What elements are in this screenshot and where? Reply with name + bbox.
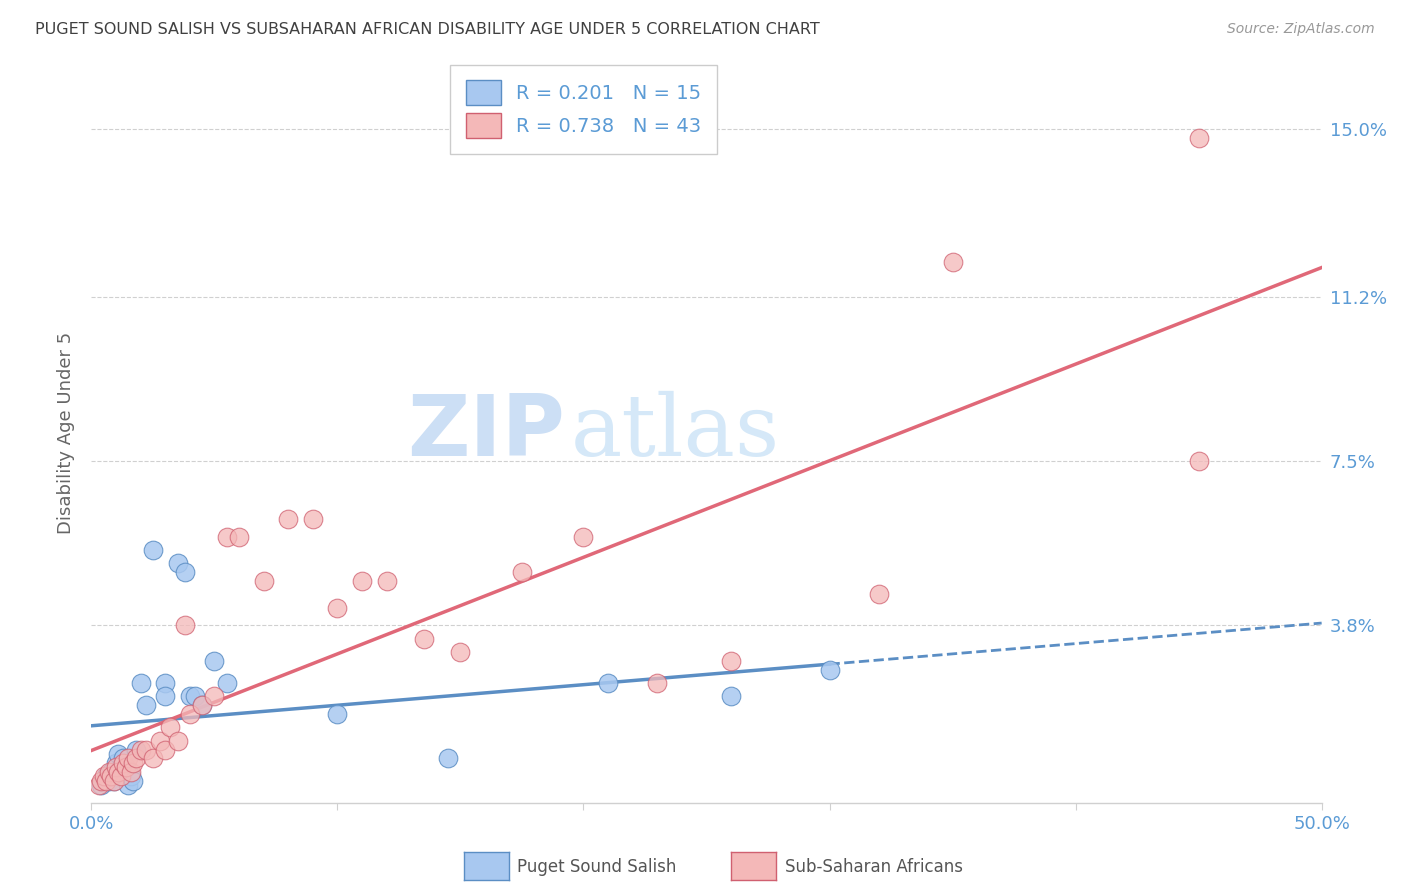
Point <box>412 632 434 646</box>
Point <box>122 756 145 770</box>
Point <box>277 512 299 526</box>
Point <box>191 698 214 713</box>
Point <box>117 778 139 792</box>
Point <box>179 690 201 704</box>
Point <box>179 707 201 722</box>
Point <box>96 769 117 783</box>
Point <box>93 769 115 783</box>
Point <box>112 756 135 770</box>
Text: Sub-Saharan Africans: Sub-Saharan Africans <box>785 858 963 876</box>
Point <box>720 690 742 704</box>
Point <box>253 574 276 588</box>
Point <box>100 764 122 779</box>
Point <box>326 707 349 722</box>
Point <box>202 654 225 668</box>
Legend: R = 0.201   N = 15, R = 0.738   N = 43: R = 0.201 N = 15, R = 0.738 N = 43 <box>450 65 717 153</box>
Point <box>153 742 177 756</box>
Point <box>107 747 129 761</box>
Point <box>120 764 142 779</box>
Point <box>818 663 841 677</box>
Point <box>117 751 139 765</box>
Point <box>375 574 398 588</box>
Point <box>142 543 165 558</box>
Point <box>97 773 120 788</box>
Point <box>941 255 963 269</box>
Point <box>166 733 188 747</box>
Point <box>129 742 152 756</box>
Point <box>107 764 129 779</box>
Point <box>215 676 238 690</box>
Point <box>96 773 117 788</box>
Point <box>645 676 669 690</box>
Point <box>166 557 188 571</box>
Point <box>326 600 349 615</box>
Point <box>124 751 146 765</box>
Point <box>174 618 197 632</box>
Point <box>97 764 120 779</box>
Point <box>90 778 112 792</box>
Text: Source: ZipAtlas.com: Source: ZipAtlas.com <box>1227 22 1375 37</box>
Point <box>301 512 323 526</box>
Point <box>174 566 197 580</box>
Point <box>153 690 177 704</box>
Point <box>228 530 250 544</box>
Point <box>135 742 156 756</box>
Point <box>159 721 181 735</box>
Point <box>135 698 156 713</box>
Point <box>1187 454 1209 468</box>
Point <box>87 778 110 792</box>
Point <box>202 690 225 704</box>
Point <box>122 773 145 788</box>
Point <box>149 733 172 747</box>
Point <box>191 698 214 713</box>
Point <box>572 530 595 544</box>
Point <box>153 676 177 690</box>
Point <box>100 769 122 783</box>
Point <box>510 566 533 580</box>
Point <box>129 676 152 690</box>
Point <box>352 574 374 588</box>
Point <box>114 760 138 774</box>
Text: PUGET SOUND SALISH VS SUBSAHARAN AFRICAN DISABILITY AGE UNDER 5 CORRELATION CHAR: PUGET SOUND SALISH VS SUBSAHARAN AFRICAN… <box>35 22 820 37</box>
Point <box>596 676 619 690</box>
Y-axis label: Disability Age Under 5: Disability Age Under 5 <box>56 332 75 533</box>
Point <box>103 773 125 788</box>
Point <box>142 751 165 765</box>
Text: atlas: atlas <box>571 391 780 475</box>
Point <box>110 760 132 774</box>
Point <box>868 587 890 601</box>
Point <box>215 530 238 544</box>
Text: Puget Sound Salish: Puget Sound Salish <box>517 858 676 876</box>
Point <box>720 654 742 668</box>
Text: ZIP: ZIP <box>408 391 565 475</box>
Point <box>110 769 132 783</box>
Point <box>105 760 127 774</box>
Point <box>112 751 135 765</box>
Point <box>120 769 142 783</box>
Point <box>183 690 207 704</box>
Point <box>103 773 125 788</box>
Point <box>449 645 471 659</box>
Point <box>90 773 112 788</box>
Point <box>124 742 146 756</box>
Point <box>437 751 460 765</box>
Point <box>1187 130 1209 145</box>
Point <box>105 756 127 770</box>
